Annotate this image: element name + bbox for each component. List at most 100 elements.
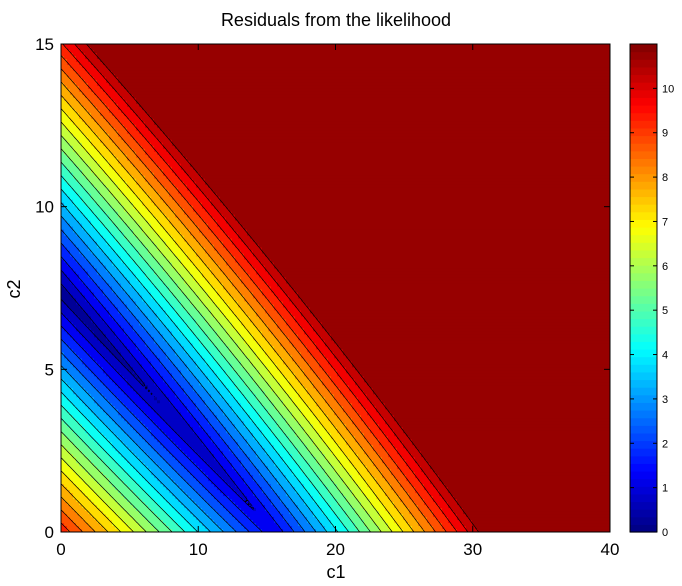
contour-cell [70,424,74,428]
contour-cell [82,226,86,231]
contour-cell [91,139,95,144]
contour-cell [85,259,89,264]
contour-cell [61,334,65,338]
contour-cell [100,256,104,261]
contour-cell [97,457,101,461]
contour-cell [73,97,77,102]
contour-cell [64,301,68,306]
contour-cell [61,343,65,347]
contour-cell [88,454,92,458]
contour-cell [91,385,95,389]
contour-cell [103,301,107,306]
contour-cell [97,232,101,237]
contour-cell [91,442,95,446]
contour-cell [79,442,83,446]
contour-cell [97,343,101,347]
contour-cell [61,79,65,84]
contour-cell [103,205,107,210]
contour-cell [100,520,104,524]
contour-cell [73,280,77,285]
contour-cell [73,277,77,282]
contour-cell [64,49,68,54]
contour-cell [94,118,98,123]
contour-cell [64,472,68,476]
contour-cell [79,121,83,126]
contour-cell [88,484,92,488]
contour-cell [82,235,86,240]
contour-cell [103,385,107,389]
contour-cell [100,202,104,207]
contour-cell [82,220,86,225]
contour-cell [85,208,89,213]
contour-cell [73,481,77,485]
contour-cell [91,199,95,204]
contour-cell [82,73,86,78]
contour-cell [97,193,101,198]
contour-cell [97,49,101,54]
contour-cell [91,346,95,350]
contour-cell [103,118,107,123]
contour-cell [82,88,86,93]
contour-cell [97,277,101,282]
contour-cell [67,133,71,138]
contour-cell [76,154,80,159]
contour-cell [97,529,101,532]
contour-cell [97,133,101,138]
contour-cell [97,430,101,434]
contour-cell [85,46,89,51]
contour-cell [103,349,107,353]
contour-cell [88,289,92,294]
contour-cell [67,466,71,470]
contour-cell [67,328,71,333]
contour-cell [91,235,95,240]
contour-cell [79,211,83,216]
contour-cell [97,61,101,66]
contour-cell [82,436,86,440]
contour-cell [97,241,101,246]
contour-cell [100,415,104,419]
contour-cell [67,124,71,129]
contour-cell [82,154,86,159]
contour-cell [67,472,71,476]
contour-cell [70,238,74,243]
contour-cell [67,136,71,141]
contour-cell [64,331,68,335]
contour-cell [88,436,92,440]
contour-cell [64,208,68,213]
contour-cell [70,208,74,213]
contour-cell [91,505,95,509]
contour-cell [100,250,104,255]
contour-cell [91,352,95,356]
contour-cell [64,190,68,195]
contour-cell [88,160,92,165]
contour-cell [67,184,71,189]
contour-cell [73,376,77,380]
contour-cell [94,190,98,195]
contour-cell [67,406,71,410]
contour-cell [76,346,80,350]
contour-cell [79,181,83,186]
contour-cell [91,523,95,527]
contour-cell [82,370,86,374]
contour-cell [70,196,74,201]
contour-cell [103,364,107,368]
contour-cell [70,220,74,225]
contour-cell [82,283,86,288]
contour-cell [76,358,80,362]
contour-cell [85,220,89,225]
contour-cell [100,514,104,518]
contour-cell [61,133,65,138]
contour-cell [70,178,74,183]
contour-cell [79,202,83,207]
contour-cell [100,385,104,389]
contour-cell [61,187,65,192]
contour-cell [103,154,107,159]
contour-cell [76,424,80,428]
contour-cell [82,352,86,356]
contour-cell [79,274,83,279]
contour-cell [61,151,65,156]
contour-cell [100,361,104,365]
contour-cell [70,151,74,156]
contour-cell [61,214,65,219]
